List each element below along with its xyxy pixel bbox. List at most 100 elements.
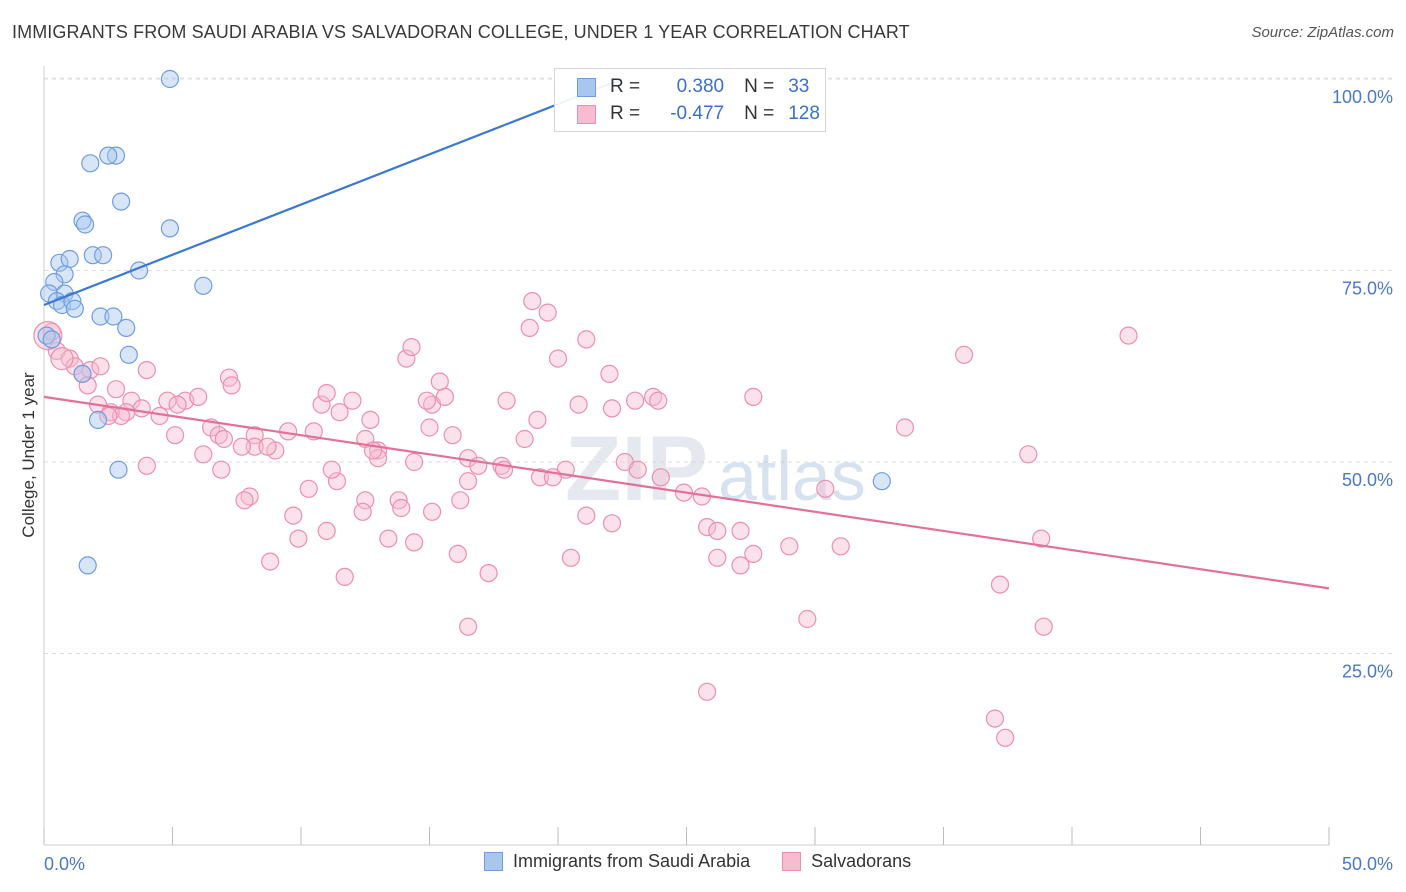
salvadorans-point — [731, 521, 750, 541]
saudi-point — [872, 472, 891, 491]
legend-row-salvadorans: R = -0.477 N = 128 — [577, 101, 820, 127]
salvadorans-point — [577, 506, 596, 525]
y-tick-label: 75.0% — [1342, 279, 1393, 299]
salvadorans-point — [245, 437, 264, 456]
saudi-point — [104, 307, 123, 326]
salvadorans-point — [194, 445, 213, 464]
salvadorans-point — [497, 391, 516, 410]
salvadorans-point — [258, 437, 277, 456]
salvadorans-point — [990, 575, 1010, 594]
salvadorans-point — [548, 349, 568, 368]
legend-r-value: 0.380 — [676, 76, 725, 97]
saudi-point — [117, 318, 136, 337]
saudi-point — [99, 146, 118, 165]
saudi-point — [160, 219, 179, 238]
series-legend: Immigrants from Saudi Arabia Salvadorans — [484, 851, 943, 872]
salvadorans-point — [831, 537, 850, 556]
legend-swatch-saudi — [484, 852, 503, 871]
salvadorans-point — [106, 380, 126, 399]
legend-item-saudi[interactable]: Immigrants from Saudi Arabia — [484, 851, 750, 872]
x-tick-label: 0.0% — [44, 854, 85, 874]
salvadorans-point — [168, 395, 187, 414]
saudi-point — [83, 246, 102, 265]
legend-swatch-saudi — [577, 77, 596, 97]
salvadorans-point — [731, 556, 750, 575]
salvadorans-point — [1034, 617, 1053, 636]
saudi-point — [50, 253, 69, 272]
watermark: ZIP atlas — [565, 418, 866, 520]
salvadorans-point — [235, 491, 254, 510]
salvadorans-cluster-point — [50, 346, 74, 371]
salvadorans-point — [1119, 326, 1138, 345]
watermark-atlas: atlas — [718, 437, 866, 515]
salvadorans-point — [132, 399, 151, 418]
salvadorans-point — [343, 391, 362, 410]
salvadorans-points — [33, 292, 1138, 747]
legend-item-salvadorans[interactable]: Salvadorans — [782, 851, 911, 872]
salvadorans-point — [423, 502, 442, 521]
saudi-point — [60, 249, 79, 269]
salvadorans-point — [602, 514, 622, 533]
legend-label-saudi: Immigrants from Saudi Arabia — [513, 851, 751, 871]
salvadorans-point — [697, 682, 717, 701]
salvadorans-point — [435, 387, 454, 406]
legend-n-label: N = — [744, 76, 775, 97]
salvadorans-point — [189, 387, 208, 406]
salvadorans-point — [577, 330, 596, 349]
salvadorans-point — [91, 357, 110, 376]
salvadorans-point — [420, 418, 439, 437]
saudi-point — [194, 276, 213, 295]
salvadorans-point — [459, 472, 478, 491]
x-tick-label: 50.0% — [1342, 854, 1393, 874]
salvadorans-point — [443, 426, 462, 445]
salvadorans-point — [317, 521, 336, 541]
saudi-point — [55, 265, 74, 284]
salvadorans-point — [137, 361, 156, 380]
salvadorans-point — [335, 567, 354, 587]
saudi-trend-line — [43, 77, 623, 306]
saudi-point — [45, 272, 64, 292]
salvadorans-point — [954, 345, 974, 364]
salvadorans-point — [158, 391, 177, 410]
salvadorans-point — [166, 426, 185, 445]
axes — [43, 66, 1330, 846]
chart-title: IMMIGRANTS FROM SAUDI ARABIA VS SALVADOR… — [12, 22, 910, 42]
salvadorans-point — [1032, 529, 1051, 548]
legend-r-label: R = — [610, 103, 641, 124]
salvadorans-point — [708, 521, 727, 541]
y-tick-label: 100.0% — [1332, 87, 1393, 107]
legend-n-value: 33 — [788, 76, 810, 97]
salvadorans-point — [361, 410, 380, 429]
salvadorans-point — [530, 468, 550, 487]
legend-row-saudi: R = 0.380 N = 33 — [577, 74, 809, 100]
salvadorans-point — [222, 376, 241, 395]
salvadorans-point — [697, 517, 717, 537]
salvadorans-point — [299, 479, 318, 498]
salvadorans-point — [417, 391, 436, 410]
legend-swatch-salvadorans — [577, 104, 596, 124]
saudi-point — [111, 192, 131, 211]
salvadorans-point — [1019, 445, 1038, 464]
saudi-points — [37, 69, 891, 575]
salvadorans-point — [392, 498, 411, 518]
y-tick-label: 25.0% — [1342, 662, 1393, 682]
salvadorans-point — [569, 395, 588, 414]
salvadorans-point — [528, 410, 547, 429]
salvadorans-point — [397, 349, 416, 368]
salvadorans-point — [523, 292, 542, 311]
saudi-point — [91, 307, 110, 326]
salvadorans-trend-line — [43, 395, 1330, 590]
watermark-zip: ZIP — [565, 418, 708, 520]
legend-r-value: -0.477 — [670, 103, 725, 124]
legend-n-label: N = — [744, 103, 775, 124]
saudi-point — [88, 410, 108, 429]
legend-r-label: R = — [610, 76, 641, 97]
salvadorans-point — [538, 303, 557, 322]
legend-label-salvadorans: Salvadorans — [811, 851, 912, 871]
salvadorans-point — [625, 391, 645, 410]
trend-lines — [43, 77, 1330, 590]
salvadorans-point — [459, 617, 478, 636]
salvadorans-point — [232, 437, 251, 456]
salvadorans-point — [212, 460, 231, 479]
salvadorans-point — [561, 548, 581, 567]
